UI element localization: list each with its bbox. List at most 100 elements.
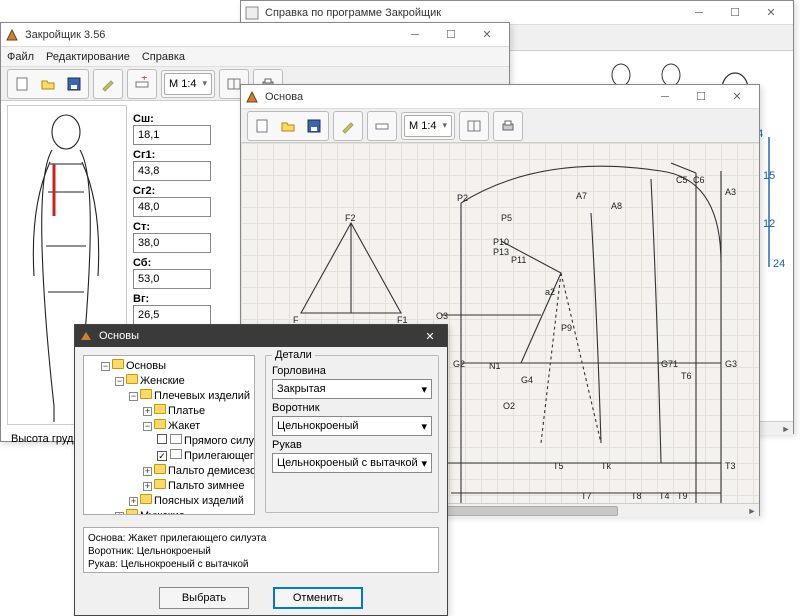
status-line: Рукав: Цельнокроеный с вытачкой bbox=[88, 558, 434, 571]
meas-input-vg[interactable] bbox=[133, 305, 211, 325]
maximize-button[interactable]: ☐ bbox=[683, 86, 719, 108]
new-icon[interactable] bbox=[10, 72, 34, 96]
close-button[interactable]: ✕ bbox=[417, 325, 443, 347]
tree-male[interactable]: Мужские bbox=[140, 510, 185, 515]
window-title: Основа bbox=[265, 91, 647, 103]
status-line: Основа: Жакет прилегающего силуэта bbox=[88, 532, 434, 545]
svg-text:12: 12 bbox=[763, 218, 775, 230]
menubar: Файл Редактирование Справка bbox=[1, 47, 509, 67]
print-icon[interactable] bbox=[496, 114, 520, 138]
tree-fitted[interactable]: Прилегающего силуэта bbox=[184, 450, 255, 462]
chevron-down-icon: ▾ bbox=[421, 383, 427, 396]
open-icon[interactable] bbox=[276, 114, 300, 138]
save-icon[interactable] bbox=[302, 114, 326, 138]
cancel-button[interactable]: Отменить bbox=[273, 587, 363, 609]
pt-label: T4 bbox=[659, 491, 670, 501]
plus-ruler-icon[interactable] bbox=[370, 114, 394, 138]
meas-input-cg2[interactable] bbox=[133, 197, 211, 217]
pt-label: P11 bbox=[511, 255, 526, 265]
tree-root[interactable]: Основы bbox=[126, 360, 166, 372]
brush-icon[interactable] bbox=[336, 114, 360, 138]
toolbar: М 1:4▾ bbox=[241, 109, 759, 143]
tree-jacket[interactable]: Жакет bbox=[168, 420, 200, 432]
pt-label: P10 bbox=[493, 237, 509, 247]
collar-select[interactable]: Цельнокроеный▾ bbox=[272, 416, 432, 436]
tree-coat-demi[interactable]: Пальто демисезонное bbox=[168, 465, 255, 477]
pt-label: a2 bbox=[545, 287, 555, 297]
neck-select[interactable]: Закрытая ▾ bbox=[272, 379, 432, 399]
pt-label: A7 bbox=[576, 191, 587, 201]
dialog-title: Основы bbox=[99, 330, 417, 342]
pt-label: P2 bbox=[457, 193, 468, 203]
menu-file[interactable]: Файл bbox=[7, 51, 34, 63]
chevron-down-icon: ▾ bbox=[203, 78, 208, 89]
tree-dress[interactable]: Платье bbox=[168, 405, 205, 417]
checkbox-straight[interactable] bbox=[157, 434, 167, 444]
minimize-button[interactable]: ─ bbox=[397, 24, 433, 46]
meas-label: Вг: bbox=[133, 293, 215, 305]
app-icon bbox=[245, 90, 259, 104]
pt-label: T3 bbox=[725, 461, 736, 471]
pt-label: A8 bbox=[611, 201, 622, 211]
meas-label: Сб: bbox=[133, 257, 215, 269]
pt-label: Tk bbox=[601, 461, 611, 471]
brush-icon[interactable] bbox=[96, 72, 120, 96]
close-button[interactable]: ✕ bbox=[753, 2, 789, 24]
checkbox-fitted[interactable]: ✓ bbox=[157, 451, 167, 461]
open-icon[interactable] bbox=[36, 72, 60, 96]
save-icon[interactable] bbox=[62, 72, 86, 96]
pt-label: G71 bbox=[661, 359, 678, 369]
svg-text:+: + bbox=[141, 76, 147, 84]
maximize-button[interactable]: ☐ bbox=[433, 24, 469, 46]
tree-coat-winter[interactable]: Пальто зимнее bbox=[168, 480, 244, 492]
close-button[interactable]: ✕ bbox=[469, 24, 505, 46]
meas-label: Сг2: bbox=[133, 185, 215, 197]
app-icon bbox=[79, 329, 93, 343]
meas-label: Сш: bbox=[133, 113, 215, 125]
menu-help[interactable]: Справка bbox=[142, 51, 185, 63]
app-icon bbox=[245, 6, 259, 20]
close-button[interactable]: ✕ bbox=[719, 86, 755, 108]
meas-input-csh[interactable] bbox=[133, 125, 211, 145]
tree-view[interactable]: −Основы −Женские −Плечевых изделий +Плат… bbox=[83, 355, 255, 515]
tree-shoulder[interactable]: Плечевых изделий bbox=[154, 390, 250, 402]
svg-text:15: 15 bbox=[763, 170, 775, 182]
meas-input-cg1[interactable] bbox=[133, 161, 211, 181]
minimize-button[interactable]: ─ bbox=[681, 2, 717, 24]
tree-female[interactable]: Женские bbox=[140, 375, 185, 387]
pt-label: T9 bbox=[677, 491, 688, 501]
scale-select[interactable]: М 1:4▾ bbox=[164, 73, 212, 95]
layout-icon[interactable] bbox=[462, 114, 486, 138]
select-button[interactable]: Выбрать bbox=[159, 587, 249, 609]
neck-value: Закрытая bbox=[277, 383, 326, 395]
sleeve-select[interactable]: Цельнокроеный с вытачкой▾ bbox=[272, 453, 432, 473]
pt-label: P5 bbox=[501, 213, 512, 223]
pt-label: A3 bbox=[725, 187, 736, 197]
meas-input-ct[interactable] bbox=[133, 233, 211, 253]
tree-straight[interactable]: Прямого силуэта bbox=[184, 435, 255, 447]
pt-label: C5 bbox=[676, 175, 688, 185]
pt-label: G3 bbox=[725, 359, 737, 369]
basics-dialog: Основы ✕ −Основы −Женские −Плечевых изде… bbox=[74, 324, 448, 616]
meas-label: Ст: bbox=[133, 221, 215, 233]
titlebar: Закройщик 3.56 ─ ☐ ✕ bbox=[1, 23, 509, 47]
titlebar: Основы ✕ bbox=[75, 325, 447, 347]
minimize-button[interactable]: ─ bbox=[647, 86, 683, 108]
plus-ruler-icon[interactable]: + bbox=[130, 72, 154, 96]
menu-edit[interactable]: Редактирование bbox=[46, 51, 130, 63]
pt-label: F2 bbox=[345, 213, 356, 223]
pt-label: T8 bbox=[631, 491, 642, 501]
pt-label: P9 bbox=[561, 323, 572, 333]
pt-label: T5 bbox=[553, 461, 564, 471]
maximize-button[interactable]: ☐ bbox=[717, 2, 753, 24]
new-icon[interactable] bbox=[250, 114, 274, 138]
pt-label: G4 bbox=[521, 375, 533, 385]
pt-label: C6 bbox=[693, 175, 705, 185]
tree-waist[interactable]: Поясных изделий bbox=[154, 495, 244, 507]
details-group-title: Детали bbox=[272, 349, 315, 361]
chevron-down-icon: ▾ bbox=[421, 457, 427, 470]
scale-select[interactable]: М 1:4▾ bbox=[404, 115, 452, 137]
meas-input-cb[interactable] bbox=[133, 269, 211, 289]
sleeve-value: Цельнокроеный с вытачкой bbox=[277, 457, 418, 469]
titlebar: Основа ─ ☐ ✕ bbox=[241, 85, 759, 109]
